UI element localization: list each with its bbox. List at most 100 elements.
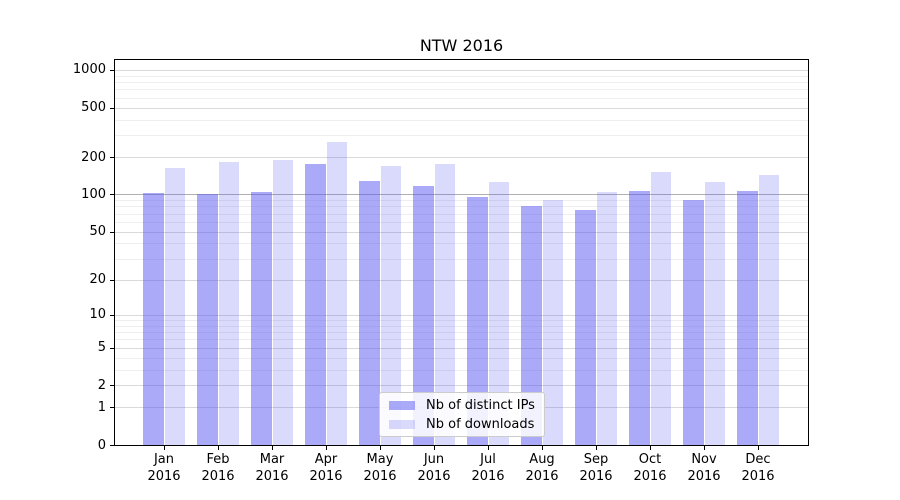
gridline-minor — [115, 243, 808, 245]
y-tick-mark — [110, 279, 114, 281]
y-tick-mark — [110, 157, 114, 159]
y-tick-mark — [110, 194, 114, 196]
y-tick-label: 2 — [97, 377, 106, 393]
gridline-minor — [115, 325, 808, 327]
gridline-major — [115, 347, 808, 349]
x-tick-mark — [488, 446, 489, 450]
x-tick-label-year: 2016 — [741, 469, 775, 484]
gridline-major — [115, 231, 808, 233]
gridline-major — [115, 157, 808, 159]
bar-distinct-ips-nov — [683, 199, 704, 445]
x-tick-label: Nov 2016 — [672, 451, 736, 485]
x-tick-label-month: Dec — [745, 452, 771, 467]
x-tick-label-year: 2016 — [201, 469, 235, 484]
y-tick-mark — [110, 107, 114, 109]
legend-label-distinct-ips: Nb of distinct IPs — [426, 397, 535, 413]
gridline-major — [115, 107, 808, 109]
axis-spine-left — [114, 59, 115, 446]
y-tick-label: 100 — [81, 186, 106, 202]
y-tick-label: 10 — [89, 307, 106, 323]
bar-downloads-jul — [488, 181, 509, 445]
x-tick-label-month: May — [366, 452, 394, 467]
x-tick-label-year: 2016 — [417, 469, 451, 484]
bar-downloads-sep — [596, 191, 617, 445]
y-tick-label: 0 — [97, 437, 106, 453]
bar-distinct-ips-aug — [521, 206, 542, 445]
x-tick-label-month: Feb — [206, 452, 230, 467]
gridline-minor — [115, 369, 808, 371]
bar-downloads-jan — [164, 168, 185, 445]
x-tick-label-year: 2016 — [255, 469, 289, 484]
axis-spine-top — [114, 59, 809, 60]
gridline-100 — [115, 194, 808, 196]
gridline-minor — [115, 221, 808, 223]
x-tick-label-year: 2016 — [525, 469, 559, 484]
legend-swatch-downloads — [389, 419, 415, 429]
y-tick-label: 50 — [89, 224, 106, 240]
x-tick-mark — [596, 446, 597, 450]
legend-swatch-distinct-ips — [389, 400, 415, 410]
gridline-minor — [115, 357, 808, 359]
x-tick-mark — [758, 446, 759, 450]
axis-spine-bottom — [114, 445, 809, 446]
x-tick-mark — [218, 446, 219, 450]
gridline-major — [115, 314, 808, 316]
x-tick-mark — [380, 446, 381, 450]
y-tick-mark — [110, 407, 114, 409]
bar-distinct-ips-mar — [251, 191, 272, 445]
x-tick-label-month: Aug — [529, 452, 555, 467]
x-tick-label-year: 2016 — [147, 469, 181, 484]
y-tick-label: 20 — [89, 272, 106, 288]
x-tick-label-month: Jun — [423, 452, 445, 467]
x-tick-label-month: Jul — [480, 452, 496, 467]
x-tick-label: Feb 2016 — [186, 451, 250, 485]
bar-distinct-ips-sep — [575, 209, 596, 445]
bar-downloads-dec — [758, 174, 779, 445]
gridline-major — [115, 279, 808, 281]
y-tick-mark — [110, 314, 114, 316]
x-tick-label-year: 2016 — [687, 469, 721, 484]
bar-distinct-ips-dec — [737, 191, 758, 445]
x-tick-label-month: Oct — [638, 452, 662, 467]
x-tick-label: Aug 2016 — [510, 451, 574, 485]
y-tick-label: 5 — [97, 340, 106, 356]
y-tick-mark — [110, 69, 114, 71]
x-tick-label-month: Nov — [691, 452, 717, 467]
gridline-minor — [115, 135, 808, 137]
x-tick-label: Mar 2016 — [240, 451, 304, 485]
bar-distinct-ips-apr — [305, 163, 326, 445]
legend-item-downloads: Nb of downloads — [389, 416, 535, 432]
gridline-minor — [115, 75, 808, 77]
x-tick-label: Oct 2016 — [618, 451, 682, 485]
x-tick-mark — [704, 446, 705, 450]
gridline-minor — [115, 200, 808, 202]
bar-downloads-aug — [542, 200, 563, 445]
bar-distinct-ips-jun — [413, 186, 434, 445]
gridline-minor — [115, 82, 808, 84]
x-tick-mark — [434, 446, 435, 450]
x-tick-label-year: 2016 — [579, 469, 613, 484]
bar-downloads-apr — [326, 142, 347, 445]
x-tick-label-month: Apr — [314, 452, 338, 467]
gridline-minor — [115, 213, 808, 215]
bar-distinct-ips-oct — [629, 191, 650, 445]
x-tick-label-year: 2016 — [309, 469, 343, 484]
y-tick-mark — [110, 385, 114, 387]
bar-downloads-mar — [272, 160, 293, 445]
gridline-minor — [115, 97, 808, 99]
bar-downloads-may — [380, 165, 401, 445]
x-tick-label-year: 2016 — [471, 469, 505, 484]
gridline-minor — [115, 339, 808, 341]
x-tick-label: Jun 2016 — [402, 451, 466, 485]
y-tick-label: 1000 — [72, 62, 106, 78]
legend-label-downloads: Nb of downloads — [426, 416, 535, 432]
x-tick-label-year: 2016 — [363, 469, 397, 484]
x-tick-label-month: Jan — [153, 452, 175, 467]
bar-downloads-nov — [704, 182, 725, 445]
bar-downloads-oct — [650, 171, 671, 445]
y-tick-label: 200 — [81, 149, 106, 165]
y-tick-mark — [110, 347, 114, 349]
gridline-minor — [115, 119, 808, 121]
y-tick-label: 500 — [81, 100, 106, 116]
